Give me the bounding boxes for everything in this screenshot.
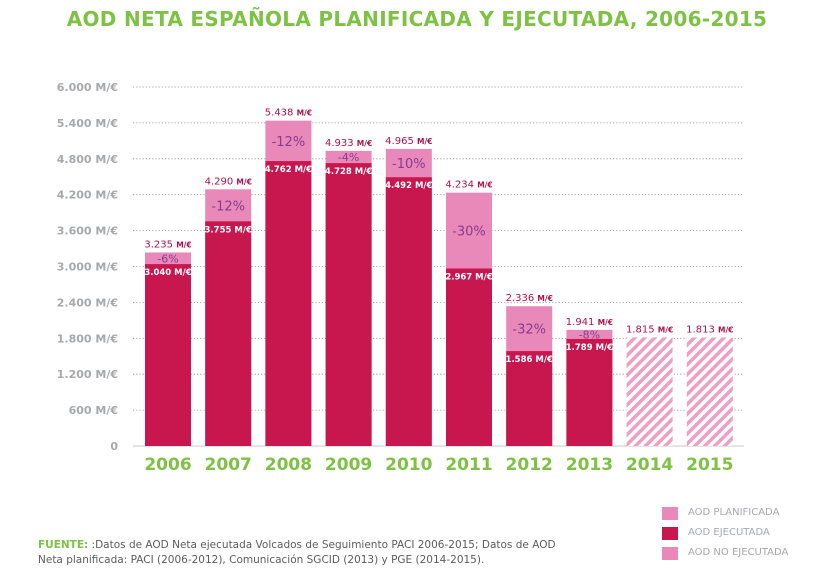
x-tick-label: 2006 (144, 455, 191, 475)
y-tick-label: 4.200 M/€ (57, 189, 118, 202)
legend-swatch-not-executed (662, 547, 678, 560)
y-tick-label: 0 (110, 440, 118, 453)
legend-item-executed: AOD EJECUTADA (662, 525, 822, 545)
bar-executed (325, 163, 372, 446)
executed-value-label: 3.755 M/€ (205, 225, 252, 235)
x-tick-label: 2012 (506, 455, 553, 475)
bar-executed (265, 161, 312, 446)
chart-title: AOD NETA ESPAÑOLA PLANIFICADA Y EJECUTAD… (66, 7, 768, 31)
planned-value-label: 4.965 M/€ (385, 136, 432, 147)
y-tick-label: 6.000 M/€ (57, 81, 118, 94)
x-tick-label: 2013 (566, 455, 613, 475)
executed-value-label: 2.967 M/€ (445, 272, 492, 282)
pct-not-executed-label: -4% (338, 151, 359, 164)
x-tick-label: 2010 (385, 455, 432, 475)
source-note: FUENTE: :Datos de AOD Neta ejecutada Vol… (38, 538, 578, 568)
planned-value-label: 5.438 M/€ (265, 108, 312, 119)
pct-not-executed-label: -12% (272, 135, 306, 150)
planned-value-label: 3.235 M/€ (144, 239, 191, 250)
bar-executed (506, 351, 553, 446)
x-tick-label: 2009 (325, 455, 372, 475)
bar-executed (385, 177, 432, 446)
legend-swatch-executed (662, 527, 678, 540)
bar-executed (446, 268, 492, 446)
executed-value-label: 4.492 M/€ (385, 181, 432, 191)
y-tick-label: 4.800 M/€ (57, 153, 118, 166)
pct-not-executed-label: -32% (512, 323, 546, 338)
legend-label-executed: AOD EJECUTADA (688, 527, 770, 538)
planned-value-label: 4.933 M/€ (325, 138, 372, 149)
legend-label-planned: AOD PLANIFICADA (688, 507, 780, 518)
pct-not-executed-label: -6% (157, 252, 178, 265)
executed-value-label: 1.586 M/€ (506, 355, 553, 365)
bar-executed (566, 338, 613, 446)
executed-value-label: 3.040 M/€ (144, 268, 191, 278)
legend-item-not-executed: AOD NO EJECUTADA (662, 545, 822, 565)
pct-not-executed-label: -10% (392, 157, 426, 172)
pct-not-executed-label: -12% (211, 199, 245, 214)
x-tick-label: 2007 (205, 455, 252, 475)
source-text: :Datos de AOD Neta ejecutada Volcados de… (38, 539, 556, 566)
y-tick-label: 5.400 M/€ (57, 117, 118, 130)
x-tick-label: 2008 (265, 455, 312, 475)
planned-value-label: 1.815 M/€ (626, 324, 673, 335)
pct-not-executed-label: -8% (579, 329, 600, 342)
planned-value-label: 4.290 M/€ (205, 176, 252, 187)
planned-value-label: 1.941 M/€ (566, 317, 613, 328)
planned-value-label: 1.813 M/€ (686, 325, 733, 336)
bar-planned-hatched (686, 337, 733, 446)
bar-planned-hatched (626, 337, 673, 446)
legend: AOD PLANIFICADA AOD EJECUTADA AOD NO EJE… (662, 505, 822, 565)
legend-item-planned: AOD PLANIFICADA (662, 505, 822, 525)
bar-executed (205, 221, 252, 446)
x-tick-label: 2014 (626, 455, 673, 475)
source-label: FUENTE: (38, 539, 89, 551)
planned-value-label: 4.234 M/€ (445, 180, 492, 191)
x-tick-label: 2011 (445, 455, 492, 475)
pct-not-executed-label: -30% (452, 225, 486, 240)
y-tick-label: 3.000 M/€ (57, 261, 118, 274)
planned-value-label: 2.336 M/€ (506, 293, 553, 304)
y-tick-label: 1.200 M/€ (57, 368, 118, 381)
y-tick-label: 2.400 M/€ (57, 296, 118, 309)
executed-value-label: 4.762 M/€ (265, 165, 312, 175)
y-tick-label: 600 M/€ (69, 404, 118, 417)
legend-label-not-executed: AOD NO EJECUTADA (688, 547, 789, 558)
bar-executed (145, 264, 191, 446)
y-tick-label: 3.600 M/€ (57, 225, 118, 238)
y-tick-label: 1.800 M/€ (57, 332, 118, 345)
legend-swatch-planned (662, 507, 678, 520)
x-tick-label: 2015 (686, 455, 733, 475)
executed-value-label: 4.728 M/€ (325, 167, 372, 177)
executed-value-label: 1.789 M/€ (566, 343, 613, 353)
